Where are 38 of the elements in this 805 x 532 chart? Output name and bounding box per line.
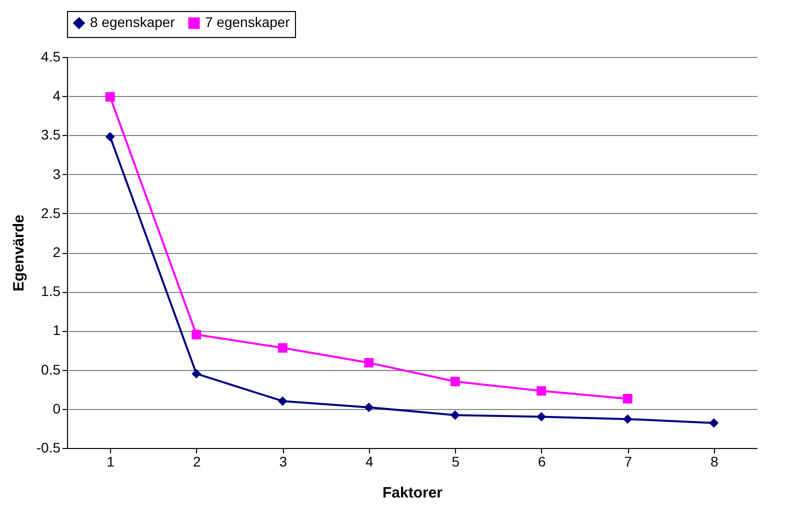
y-tick-label: 2: [52, 244, 61, 260]
y-tick-label: 3.5: [41, 126, 61, 143]
point: [622, 394, 632, 404]
x-tick-label: 5: [452, 454, 460, 470]
y-tick-label: -0.5: [36, 440, 61, 456]
x-tick-label: 8: [710, 454, 718, 470]
point: [709, 418, 719, 428]
legend-label: 8 egenskaper: [90, 14, 176, 30]
point: [364, 358, 374, 368]
x-axis-title: Faktorer: [382, 484, 443, 502]
point: [105, 92, 115, 102]
y-axis-title: Egenvärde: [10, 214, 28, 292]
y-tick-label: 3: [52, 166, 61, 182]
point: [192, 330, 202, 340]
point: [278, 396, 288, 406]
point: [536, 412, 546, 422]
y-tick-label: 1.5: [41, 283, 61, 300]
y-tick-label: 4: [52, 88, 61, 104]
point: [105, 132, 115, 142]
y-tick-label: 4.5: [41, 48, 61, 64]
x-tick-label: 4: [365, 454, 374, 470]
y-tick-label: 2.5: [41, 204, 61, 221]
x-tick-label: 1: [106, 454, 115, 470]
y-tick-label: 0.5: [41, 361, 61, 378]
y-tick-label: 0: [52, 400, 61, 416]
y-tick-label: 1: [52, 322, 61, 338]
x-tick-label: 3: [279, 454, 288, 470]
legend-label: 7 egenskaper: [205, 14, 290, 30]
x-tick-label: 2: [192, 454, 201, 470]
point: [364, 402, 374, 412]
point: [450, 410, 460, 420]
point: [278, 343, 288, 353]
x-tick-label: 7: [624, 454, 632, 470]
point: [536, 386, 546, 396]
x-tick-label: 6: [538, 454, 546, 470]
point: [192, 368, 202, 378]
point: [622, 414, 632, 424]
point: [450, 376, 460, 386]
